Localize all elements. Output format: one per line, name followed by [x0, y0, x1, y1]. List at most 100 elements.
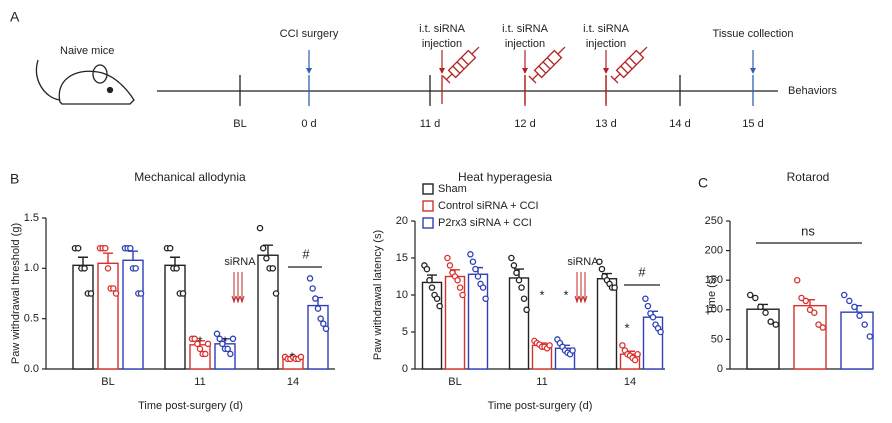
- data-point: [229, 335, 237, 343]
- bar: [508, 277, 530, 370]
- data-point: [472, 265, 479, 273]
- event-label-line: i.t. siRNA: [502, 23, 549, 35]
- data-point: [196, 345, 204, 353]
- event-arrowhead: [750, 68, 756, 74]
- data-point: [81, 265, 88, 272]
- data-point: [314, 305, 322, 312]
- event-arrowhead: [439, 68, 445, 74]
- data-point: [459, 291, 466, 299]
- data-point: [815, 321, 822, 328]
- data-point: [312, 295, 319, 302]
- annotation: #: [638, 264, 646, 279]
- data-point: [598, 265, 606, 273]
- event-label-line: injection: [586, 38, 626, 50]
- y-axis-label: Paw withdrawal latency (s): [372, 230, 384, 360]
- data-point: [436, 302, 443, 310]
- data-point: [202, 350, 209, 358]
- data-point: [767, 318, 774, 325]
- data-point: [74, 244, 82, 252]
- data-point: [856, 312, 863, 319]
- data-point: [798, 294, 805, 302]
- data-point: [819, 324, 827, 331]
- data-point: [806, 306, 814, 314]
- data-point: [649, 313, 657, 321]
- data-point: [793, 276, 801, 284]
- data-point: [263, 255, 270, 262]
- bar: [793, 304, 827, 370]
- y-tick-label: 0.0: [24, 363, 39, 375]
- x-tick-label: 11: [194, 376, 205, 388]
- x-tick-label: 11: [536, 376, 547, 388]
- event-label: i.t. siRNA injection: [419, 23, 466, 50]
- data-point: [132, 265, 139, 272]
- timeline-tick-label: 11 d: [420, 118, 441, 130]
- data-point: [642, 295, 649, 302]
- data-point: [619, 342, 626, 349]
- y-axis-label: Time (s): [706, 275, 718, 315]
- panel-letter: C: [698, 175, 708, 191]
- event-label: i.t. siRNA injection: [583, 23, 630, 50]
- data-point: [569, 347, 576, 354]
- event-arrowhead: [603, 68, 609, 74]
- data-point: [546, 342, 553, 349]
- annotation: siRNA: [567, 256, 599, 268]
- data-point: [611, 284, 618, 291]
- timeline-tick-label: 12 d: [514, 118, 535, 130]
- y-tick-label: 15: [396, 252, 408, 264]
- data-point: [166, 244, 174, 252]
- data-point: [428, 284, 436, 291]
- panel-letter: B: [10, 171, 19, 187]
- timeline-tick-label: 14 d: [669, 118, 690, 130]
- bar: [164, 264, 186, 370]
- data-point: [322, 325, 330, 332]
- data-point: [467, 251, 474, 258]
- y-tick-label: 100: [705, 304, 723, 316]
- sirna-arrow: [231, 272, 237, 304]
- data-point: [433, 295, 441, 302]
- annotation: *: [289, 349, 294, 364]
- y-axis-label: Paw withdrawal threshold (g): [10, 223, 22, 364]
- data-point: [456, 284, 464, 291]
- y-tick-label: 5: [402, 326, 408, 338]
- event-label: i.t. siRNA injection: [502, 23, 549, 50]
- data-point: [137, 290, 145, 297]
- data-point: [851, 303, 858, 311]
- data-point: [479, 284, 487, 291]
- data-point: [173, 265, 180, 272]
- data-point: [520, 295, 528, 302]
- legend-swatch: [422, 200, 434, 212]
- data-point: [194, 340, 201, 348]
- y-tick-label: 1.0: [24, 262, 39, 274]
- data-point: [634, 350, 641, 358]
- data-point: [762, 309, 769, 317]
- data-point: [297, 353, 305, 361]
- chart-title: Rotarod: [787, 170, 830, 184]
- data-point: [482, 295, 489, 302]
- legend-label: Sham: [438, 183, 467, 195]
- data-point: [272, 290, 280, 297]
- event-arrowhead: [522, 68, 528, 74]
- data-point: [644, 302, 652, 310]
- bar: [72, 264, 94, 370]
- sirna-arrow: [578, 272, 584, 304]
- x-tick-label: 14: [287, 376, 299, 388]
- data-point: [213, 330, 221, 338]
- bar: [97, 262, 119, 370]
- event-label-line: i.t. siRNA: [419, 23, 466, 35]
- data-point: [444, 254, 451, 262]
- data-point: [596, 258, 603, 265]
- data-point: [631, 356, 639, 364]
- data-point: [309, 285, 316, 292]
- data-point: [191, 335, 198, 343]
- data-point: [469, 258, 477, 265]
- annotation: *: [624, 320, 629, 335]
- bar: [596, 278, 618, 370]
- sirna-arrow: [239, 272, 245, 304]
- timeline-tick-label: 13 d: [595, 118, 616, 130]
- data-point: [508, 254, 515, 262]
- data-point: [510, 262, 518, 269]
- data-point: [746, 291, 754, 299]
- timeline-tick-label: BL: [233, 118, 246, 130]
- y-tick-label: 200: [705, 245, 723, 257]
- error-bar: [128, 250, 138, 261]
